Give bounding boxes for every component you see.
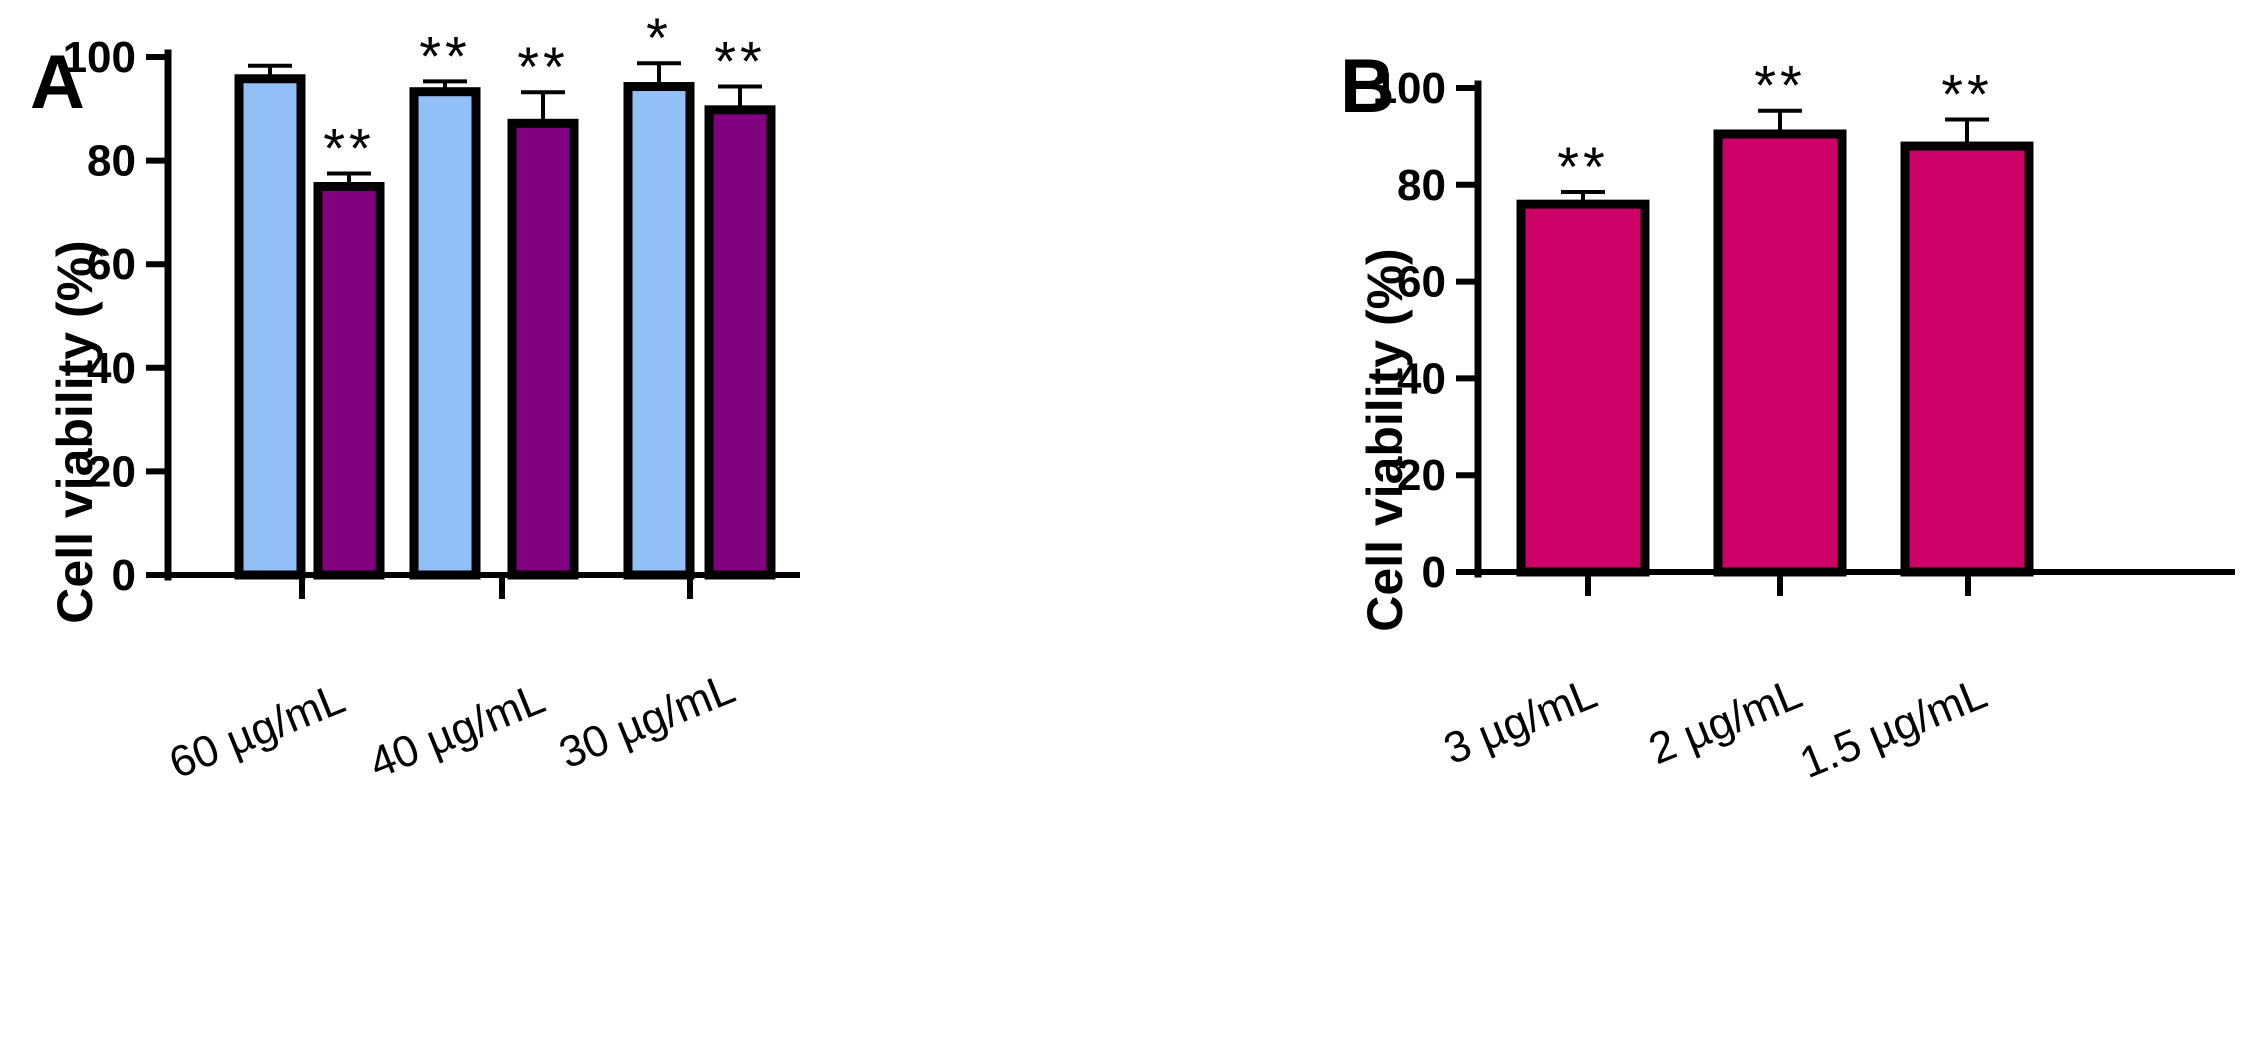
p0-bar-0-1 [313, 182, 385, 580]
p0-significance-2-0: * [646, 6, 672, 69]
p0-y-tick-label-4: 80 [87, 137, 136, 186]
p1-y-tick-label-3: 60 [1397, 258, 1446, 307]
p0-bar-2-0 [623, 82, 695, 580]
p0-y-tick-label-0: 0 [112, 551, 136, 600]
bars-a: **** ** * ** [234, 6, 776, 580]
panel-letter-a: A [30, 40, 85, 125]
y-axis-label-a: Cell viability (%) [47, 240, 103, 623]
p0-y-tick-label-1: 20 [87, 447, 136, 496]
p1-y-tick-label-4: 80 [1397, 161, 1446, 210]
p0-bar-0-0 [234, 74, 306, 580]
p0-significance-1-1: ** [517, 35, 569, 98]
p1-significance-0-0: ** [1557, 135, 1609, 198]
p1-bar-2-0 [1900, 141, 2034, 577]
p0-y-tick-label-5: 100 [63, 33, 136, 82]
y-axis-label-b: Cell viability (%) [1357, 248, 1413, 631]
bars-b: ** ** ** [1516, 54, 2034, 577]
p0-significance-1-0: ** [419, 24, 471, 87]
p0-bar-2-1 [704, 105, 776, 580]
p0-significance-0-1: ** [323, 117, 375, 180]
p1-y-tick-label-2: 40 [1397, 354, 1446, 403]
p0-bar-1-1 [507, 118, 579, 580]
p1-significance-1-0: ** [1754, 54, 1806, 117]
p0-significance-2-1: ** [714, 30, 766, 93]
panel-letter-b: B [1340, 44, 1395, 129]
p1-y-tick-label-0: 0 [1422, 548, 1446, 597]
p1-significance-2-0: ** [1941, 62, 1993, 125]
p0-y-tick-label-2: 40 [87, 344, 136, 393]
p0-bar-1-0 [409, 87, 481, 580]
p1-bar-1-0 [1713, 129, 1847, 577]
p1-y-tick-label-5: 100 [1373, 64, 1446, 113]
p1-bar-0-0 [1516, 199, 1650, 577]
p0-y-tick-label-3: 60 [87, 240, 136, 289]
p1-y-tick-label-1: 20 [1397, 451, 1446, 500]
